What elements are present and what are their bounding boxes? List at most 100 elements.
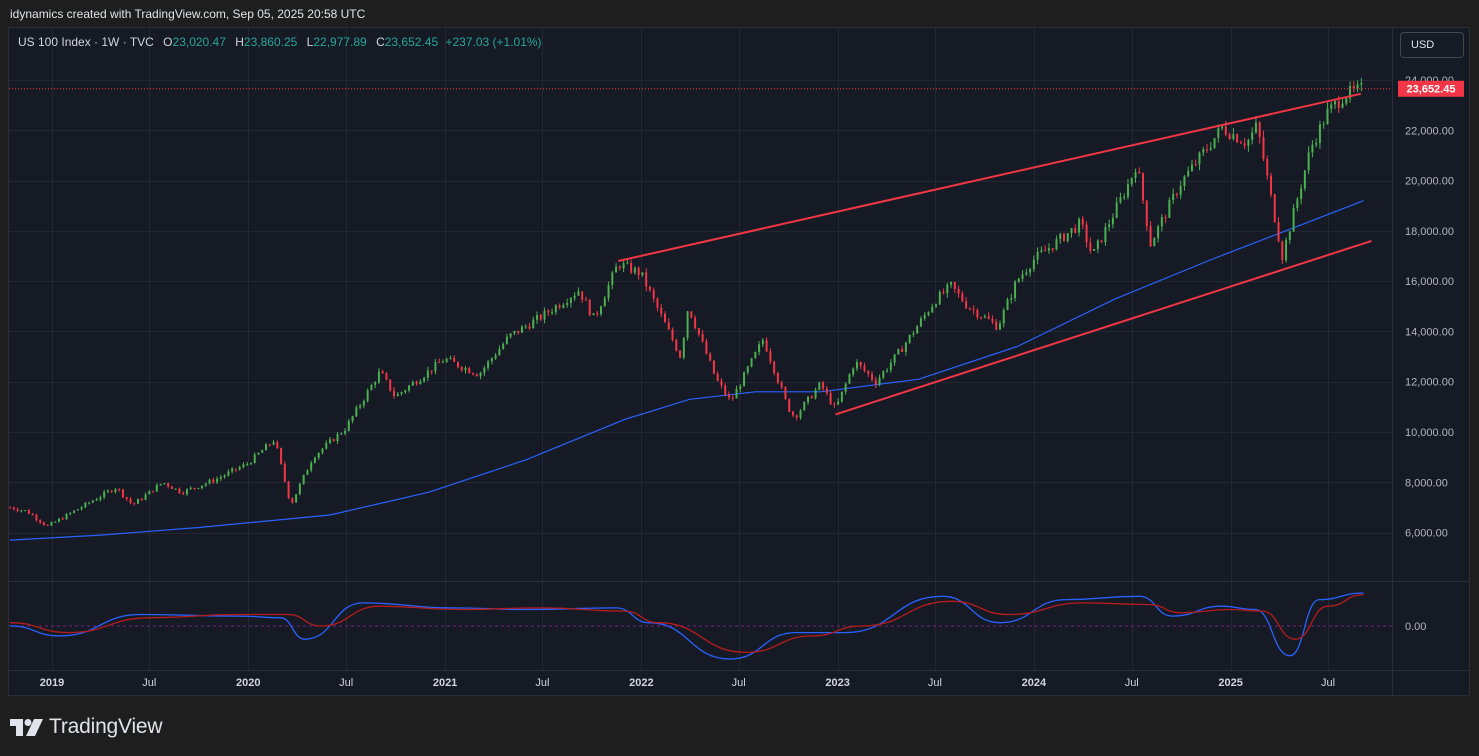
candle-body [475, 374, 478, 377]
candle-body [694, 317, 697, 329]
candle-body [1322, 124, 1325, 126]
candle-body [498, 348, 501, 356]
candle-body [257, 452, 260, 455]
candle-body [460, 367, 463, 371]
candle-body [863, 365, 866, 371]
candle-body [543, 310, 546, 320]
candle-body [656, 298, 659, 308]
currency-button[interactable]: USD [1400, 32, 1464, 58]
x-tick-label: 2019 [40, 677, 64, 689]
candle-body [170, 486, 173, 489]
candle-body [769, 351, 772, 362]
low-value: 22,977.89 [313, 35, 367, 49]
candle-body [1303, 170, 1306, 189]
candle-body [377, 371, 380, 383]
candle-body [231, 468, 234, 472]
candle-body [472, 373, 475, 375]
candle-body [743, 372, 746, 387]
candle-body [784, 387, 787, 399]
candle-body [69, 512, 72, 514]
candle-body [1232, 134, 1235, 139]
candle-body [1044, 250, 1047, 252]
candle-body [637, 267, 640, 276]
candle-body [618, 266, 621, 269]
candle-body [592, 313, 595, 316]
close-value: 23,652.45 [384, 35, 439, 49]
candle-body [1179, 186, 1182, 196]
candle-body [295, 494, 298, 503]
candle-body [739, 386, 742, 389]
candle-body [1228, 134, 1231, 139]
candle-body [1292, 208, 1295, 232]
candle-body [253, 454, 256, 464]
candle-body [991, 318, 994, 322]
symbol-label[interactable]: US 100 Index · 1W · TVC [18, 35, 154, 49]
candle-body [859, 361, 862, 366]
candle-body [584, 299, 587, 301]
candle-body [938, 291, 941, 305]
candle-body [31, 513, 34, 516]
candle-body [712, 360, 715, 374]
candle-body [1153, 238, 1156, 247]
candle-body [615, 266, 618, 273]
candle-body [551, 312, 554, 314]
y-tick-label: 20,000.00 [1405, 176, 1454, 188]
candle-body [434, 362, 437, 372]
candle-body [1138, 172, 1141, 174]
candle-body [716, 373, 719, 381]
candle-body [1172, 193, 1175, 200]
candle-body [280, 448, 283, 464]
candle-body [185, 489, 188, 495]
candle-body [1194, 164, 1197, 166]
candle-body [588, 299, 591, 316]
x-tick-label: 2020 [236, 677, 260, 689]
candle-body [306, 470, 309, 475]
candle-body [332, 439, 335, 442]
candle-body [780, 382, 783, 388]
candle-body [148, 490, 151, 495]
candle-body [874, 379, 877, 385]
candle-body [1330, 104, 1333, 109]
candle-body [336, 433, 339, 442]
y-tick-label: 22,000.00 [1405, 125, 1454, 137]
candle-body [39, 520, 42, 523]
candle-body [573, 295, 576, 299]
candle-body [622, 263, 625, 269]
candle-body [1059, 233, 1062, 239]
candle-body [980, 317, 983, 319]
candle-body [1115, 202, 1118, 218]
candle-body [1236, 134, 1239, 143]
candle-body [799, 410, 802, 418]
candle-body [750, 358, 753, 367]
candle-body [291, 498, 294, 503]
candle-body [513, 330, 516, 334]
candle-body [882, 371, 885, 378]
candle-body [381, 371, 384, 374]
candle-body [268, 444, 271, 446]
candle-body [1002, 309, 1005, 324]
candle-body [1070, 228, 1073, 234]
candle-body [803, 402, 806, 411]
candle-body [1017, 278, 1020, 282]
candle-body [663, 313, 666, 323]
candle-body [362, 400, 365, 406]
candle-body [219, 477, 222, 479]
candle-body [682, 337, 685, 358]
candle-body [532, 319, 535, 329]
candle-body [404, 390, 407, 393]
x-tick-label: Jul [732, 677, 746, 689]
candle-body [603, 298, 606, 307]
y-tick-label: 14,000.00 [1405, 326, 1454, 338]
candle-body [114, 489, 117, 493]
candle-body [600, 306, 603, 315]
candle-body [1096, 240, 1099, 250]
candle-body [822, 382, 825, 389]
x-tick-label: 2022 [629, 677, 653, 689]
candle-body [1213, 138, 1216, 148]
candle-body [987, 316, 990, 319]
candle-body [340, 433, 343, 435]
candle-body [1025, 272, 1028, 275]
open-label: O [163, 35, 173, 49]
candle-body [1187, 170, 1190, 177]
